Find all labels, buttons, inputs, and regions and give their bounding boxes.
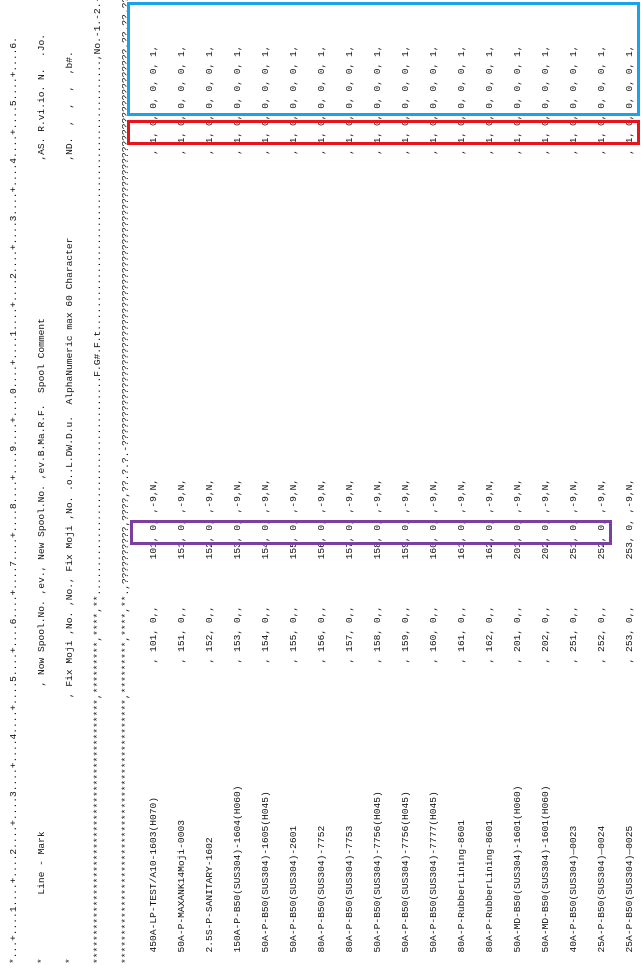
row-field: 50A-P-B50(SUS304)-2601 xyxy=(288,825,299,953)
row-field: , 252, 0,, xyxy=(596,605,607,664)
row-field: , 151, 0,, xyxy=(176,605,187,664)
row-field: , 152, 0,, xyxy=(204,605,215,664)
row-field: , 253, 0,, xyxy=(624,605,635,664)
row-field: , 161, 0,, xyxy=(456,605,467,664)
header-text: , Fix Moji ,No. ,No., Fix Moji ,No. .o..… xyxy=(64,237,75,699)
header-text: ,AS. R.vi.io. N. .Jo. xyxy=(36,33,47,161)
row-field: 80A-P-RubberLining-8601 xyxy=(456,820,467,953)
header-text: ,ND. , , , ,b#. xyxy=(64,51,75,161)
row-field: 50A-P-MAXANK14Moji-0003 xyxy=(176,820,187,953)
row-field: , 158, 0,, xyxy=(372,605,383,664)
header-text: Line - Mark xyxy=(36,831,47,895)
row-field: , 157, 0,, xyxy=(344,605,355,664)
row-field: 50A-P-B50(SUS304)-1605(H045) xyxy=(260,791,271,953)
row-field: 80A-P-B50(SUS304)-7752 xyxy=(316,825,327,953)
row-field: 80A-P-RubberLining-8601 xyxy=(484,820,495,953)
row-field: , 153, 0,, xyxy=(232,605,243,664)
row-field: 253, 0, ,-9,N, xyxy=(624,478,635,560)
ruler: *...+....1....+....2....+....3....+....4… xyxy=(8,37,19,964)
row-field: , 202, 0,, xyxy=(540,605,551,664)
row-field: 40A-P-B50(SUS304)—0023 xyxy=(568,825,579,953)
header-text: * xyxy=(36,958,47,964)
highlight-blue xyxy=(127,2,640,116)
row-field: 80A-P-B50(SUS304)-7753 xyxy=(344,825,355,953)
row-field: 150A-P-B50(SUS304)-1604(H060) xyxy=(232,785,243,953)
row-field: 50A-P-B50(SUS304)-7777(H045) xyxy=(428,791,439,953)
row-field: 450A-LP-TEST/A10-1603(H070) xyxy=(148,797,159,953)
row-field: 2.5S-P-SANITARY-1602 xyxy=(204,837,215,953)
row-field: , 162, 0,, xyxy=(484,605,495,664)
row-field: , 201, 0,, xyxy=(512,605,523,664)
row-field: , 160, 0,, xyxy=(428,605,439,664)
row-field: 25A-P-B50(SUS304)—0024 xyxy=(596,825,607,953)
row-field: 50A-P-B50(SUS304)-7756(H045) xyxy=(372,791,383,953)
header-text: , Now Spool.No. ,ev., New Spool.No. ,ev.… xyxy=(36,318,47,687)
row-field: 50A-P-B50(SUS304)-7756(H045) xyxy=(400,791,411,953)
row-field: , 101, 0,, xyxy=(148,605,159,664)
row-field: 50A-MD-B50(SUS304)-1601(H060) xyxy=(512,785,523,953)
separator: ****************************************… xyxy=(92,0,103,964)
row-field: , 155, 0,, xyxy=(288,605,299,664)
highlight-purple xyxy=(130,520,612,545)
highlight-red xyxy=(127,120,640,145)
row-field: , 251, 0,, xyxy=(568,605,579,664)
row-field: 50A-MD-B50(SUS304)-1601(H060) xyxy=(540,785,551,953)
row-field: , 156, 0,, xyxy=(316,605,327,664)
header-text: * xyxy=(64,958,75,964)
row-field: , 159, 0,, xyxy=(400,605,411,664)
row-field: 25A-P-B50(SUS304)—0025 xyxy=(624,825,635,953)
row-field: , 154, 0,, xyxy=(260,605,271,664)
